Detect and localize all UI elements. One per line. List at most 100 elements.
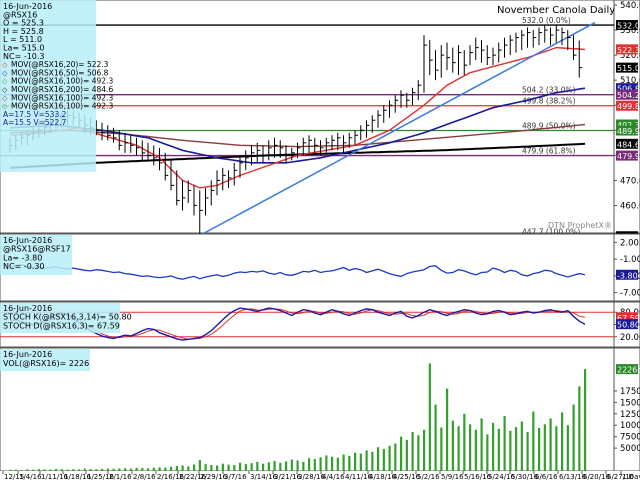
volume-bar	[555, 426, 558, 471]
ma-label: MOV(@RSX16,20)= 522.3	[11, 60, 109, 69]
volume-bar	[66, 469, 69, 471]
fib-label: 532.0 (0.0%)	[522, 16, 571, 25]
price-value-tag: 479.9	[617, 152, 640, 161]
watermark: DTN ProphetX®	[548, 221, 612, 230]
info-box	[0, 303, 120, 333]
volume-bar	[532, 411, 535, 471]
volume-bar	[394, 443, 397, 471]
volume-bar	[106, 468, 109, 471]
volume-bar	[377, 447, 380, 471]
date-axis: 12/151/4/16 1/11/161/18/161/25/162/1/16 2/…	[0, 471, 640, 480]
volume-bar	[584, 369, 587, 471]
volume-bar	[417, 435, 420, 471]
volume-bar	[285, 461, 288, 471]
ma-marker: ◇	[2, 69, 8, 77]
volume-bar	[423, 429, 426, 471]
volume-bar	[49, 469, 52, 471]
date-tick-label: 1 Day	[622, 473, 640, 480]
price-value-tag: 506.8	[617, 85, 640, 94]
volume-bar	[141, 468, 144, 471]
ma-label: MOV(@RSX16,50)= 506.8	[11, 68, 109, 77]
volume-bar	[342, 454, 345, 471]
spread-tick-label: 2.00	[620, 238, 639, 248]
info-line: STOCH K(@RSX16,3,14)= 50.80	[3, 313, 132, 322]
volume-bar	[354, 452, 357, 471]
trendline	[199, 21, 596, 237]
ma-marker: ◇	[2, 94, 8, 102]
date-tick-label: 6/20/16	[583, 473, 611, 480]
volume-bar	[543, 424, 546, 471]
volume-bar	[118, 468, 121, 471]
fib-label: 499.8 (38.2%)	[522, 97, 576, 106]
fib-label: 489.9 (50.0%)	[522, 122, 576, 131]
price-tick-label: 460.0	[620, 201, 640, 211]
date-tick-label: 3/21/16	[274, 473, 302, 480]
info-line: NC= -0.30	[3, 262, 45, 271]
info-line: VOL(@RSX16)= 2226	[3, 359, 89, 368]
volume-bar	[158, 467, 161, 471]
volume-bar	[296, 460, 299, 471]
price-value-tag: 492.3	[617, 121, 640, 130]
price-panel: 532.0 (0.0%) 504.2 (33.0%) 499.8 (38.2%) 48…	[0, 0, 640, 242]
price-value-tag-bg	[616, 44, 638, 55]
volume-bar	[336, 457, 339, 471]
volume-bar	[492, 422, 495, 471]
volume-bar	[348, 455, 351, 471]
volume-bar	[267, 462, 270, 471]
date-tick-label: 12/15	[4, 473, 24, 480]
volume-bar	[382, 449, 385, 471]
volume-bar	[60, 469, 63, 471]
volume-bar	[451, 420, 454, 471]
volume-bar	[210, 465, 213, 471]
info-line: STOCH D(@RSX16,3)= 67.59	[3, 321, 120, 330]
spread-value-tag: -3.80	[617, 271, 638, 280]
angle-label: A=15.5 V=522.7	[3, 118, 67, 127]
stoch-value-tag-bg	[616, 312, 638, 323]
volume-bar	[290, 459, 293, 471]
date-tick-label: 5/9/16	[441, 473, 464, 480]
price-value-tag-bg	[616, 20, 638, 31]
price-tick-label: 510.0	[620, 76, 640, 86]
info-line: @RSX16	[3, 10, 37, 19]
price-value-tag-bg	[616, 83, 638, 94]
date-tick-label: 5/24/16	[488, 473, 516, 480]
volume-bar	[561, 412, 564, 471]
volume-bar	[578, 386, 581, 471]
volume-bar	[273, 460, 276, 471]
ma-marker: ◇	[2, 103, 8, 111]
volume-bar	[26, 469, 29, 471]
date-tick-label: 1/11/16	[41, 473, 69, 480]
info-line: H = 525.8	[3, 27, 44, 36]
volume-bar	[187, 466, 190, 471]
volume-bar	[325, 455, 328, 471]
fib-label: 504.2 (33.0%)	[522, 86, 576, 95]
volume-bar	[164, 467, 167, 471]
stoch-value-tag-bg	[616, 319, 638, 330]
date-tick-label: 4/18/16	[369, 473, 397, 480]
volume-bar	[37, 469, 40, 471]
volume-tick-label: 12500	[620, 410, 640, 420]
info-line: 16-Jun-2016	[3, 304, 52, 313]
date-tick-label: 4/4/16	[322, 473, 345, 480]
volume-bar	[371, 451, 374, 471]
volume-bar	[520, 421, 523, 471]
volume-bar	[549, 418, 552, 471]
spread-tick-label: -1.00	[620, 255, 640, 265]
volume-bar	[515, 427, 518, 471]
volume-bar	[331, 456, 334, 471]
price-value-tag-bg	[616, 62, 638, 73]
volume-bar	[152, 467, 155, 471]
volume-bar	[101, 468, 104, 471]
volume-bar	[486, 434, 489, 471]
stoch-tick-label: 20.00	[620, 333, 640, 343]
volume-bar	[405, 439, 408, 471]
stoch-value-tag: 67.59	[617, 314, 640, 323]
price-value-tag: 489.9	[617, 127, 640, 136]
date-tick-label: 1/18/16	[64, 473, 92, 480]
volume-bar	[434, 404, 437, 471]
info-line: 16-Jun-2016	[3, 350, 52, 359]
info-line: La= 515.0	[3, 44, 45, 53]
volume-bar	[43, 469, 46, 471]
